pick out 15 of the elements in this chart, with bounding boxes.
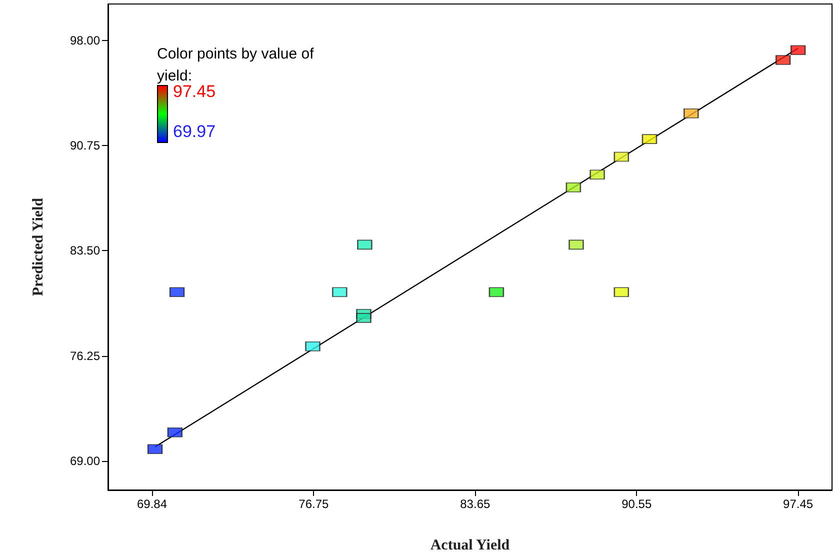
y-tick-label: 90.75 — [70, 138, 100, 152]
x-tick-label: 90.55 — [622, 497, 652, 511]
x-tick-label: 83.65 — [460, 497, 490, 511]
color-bar-title: Color points by value of yield: — [157, 46, 318, 84]
x-axis-title: Actual Yield — [430, 538, 510, 554]
x-tick-label: 76.75 — [298, 497, 330, 511]
x-tick-label: 69.84 — [136, 497, 168, 511]
y-tick-label: 98.00 — [70, 33, 100, 48]
y-tick-label: 83.50 — [70, 244, 100, 258]
annotation: 69.97 — [173, 122, 216, 142]
x-tick-label: 97.45 — [783, 497, 814, 511]
y-axis-title: Predicted Yield — [30, 197, 46, 296]
y-tick-label: 76.25 — [70, 348, 100, 363]
annotation: 97.45 — [173, 82, 216, 102]
y-tick-label: 69.00 — [70, 454, 100, 468]
